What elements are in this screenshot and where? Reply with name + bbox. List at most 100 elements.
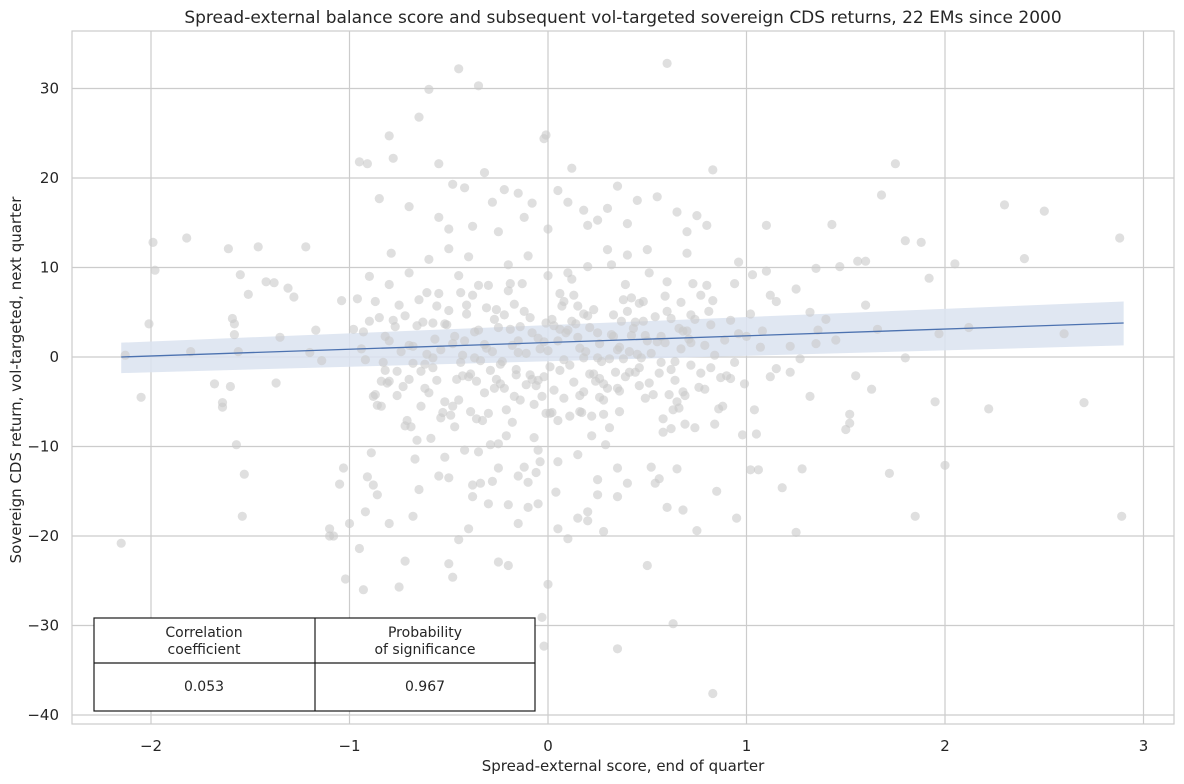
x-tick-label: 3 <box>1139 737 1149 755</box>
scatter-point <box>539 372 549 382</box>
scatter-point <box>718 401 728 411</box>
scatter-point <box>360 355 370 365</box>
scatter-point <box>535 344 545 354</box>
scatter-point <box>186 347 196 357</box>
scatter-point <box>271 378 281 388</box>
scatter-point <box>549 385 559 395</box>
scatter-point <box>1079 398 1089 408</box>
scatter-point <box>404 202 414 212</box>
scatter-point <box>493 227 503 237</box>
scatter-point <box>436 345 446 355</box>
scatter-point <box>658 427 668 437</box>
scatter-point <box>503 500 513 510</box>
scatter-point <box>573 450 583 460</box>
scatter-point <box>640 330 650 341</box>
scatter-point <box>827 219 837 230</box>
scatter-point <box>678 326 688 336</box>
scatter-point <box>642 245 652 255</box>
scatter-point <box>551 487 561 497</box>
scatter-point <box>541 130 551 140</box>
scatter-point <box>384 279 394 290</box>
scatter-point <box>543 346 553 356</box>
scatter-point <box>261 277 271 287</box>
scatter-point <box>579 205 589 215</box>
scatter-point <box>539 641 549 651</box>
scatter-point <box>283 283 293 293</box>
scatter-point <box>795 354 805 364</box>
scatter-point <box>861 256 871 266</box>
scatter-point <box>821 314 831 324</box>
scatter-point <box>362 159 372 169</box>
scatter-point <box>503 560 513 571</box>
scatter-point <box>593 475 603 485</box>
scatter-point <box>529 399 539 409</box>
scatter-point <box>910 511 920 521</box>
scatter-point <box>392 366 402 376</box>
scatter-point <box>487 197 497 207</box>
scatter-point <box>148 237 158 247</box>
scatter-point <box>811 263 821 273</box>
scatter-point <box>672 464 682 474</box>
y-tick-label: −10 <box>27 438 59 456</box>
scatter-point <box>662 306 672 316</box>
scatter-point <box>513 471 523 481</box>
scatter-point <box>835 262 845 272</box>
scatter-point <box>305 347 315 358</box>
scatter-point <box>672 207 682 217</box>
chart-title: Spread-external balance score and subseq… <box>184 8 1061 28</box>
scatter-point <box>710 350 720 360</box>
scatter-point <box>470 327 480 337</box>
scatter-point <box>424 84 434 94</box>
scatter-point <box>599 395 609 405</box>
scatter-point <box>440 397 450 407</box>
scatter-point <box>676 297 686 307</box>
scatter-point <box>337 296 347 306</box>
scatter-point <box>662 58 672 68</box>
scatter-point <box>468 290 478 300</box>
confidence-band <box>121 301 1124 374</box>
scatter-point <box>460 336 470 346</box>
scatter-point <box>513 188 523 198</box>
scatter-point <box>555 324 565 334</box>
scatter-point <box>702 280 712 290</box>
scatter-point <box>368 480 378 490</box>
scatter-point <box>428 363 438 373</box>
scatter-point <box>384 131 394 141</box>
scatter-point <box>434 159 444 169</box>
scatter-point <box>408 511 418 521</box>
scatter-point <box>223 244 233 254</box>
scatter-point <box>386 248 396 258</box>
scatter-point <box>680 390 690 401</box>
scatter-point <box>491 305 501 315</box>
scatter-point <box>468 480 478 490</box>
stats-table-value-correlation: 0.053 <box>184 679 224 695</box>
stats-table-value-probability: 0.967 <box>405 679 445 695</box>
scatter-point <box>507 417 517 427</box>
scatter-point <box>692 526 702 536</box>
scatter-point <box>599 379 609 389</box>
scatter-point <box>499 383 509 393</box>
scatter-point <box>527 198 537 208</box>
scatter-point <box>420 359 430 369</box>
scatter-point <box>616 316 627 326</box>
x-tick-labels: −2 −1 0 1 2 3 <box>140 737 1148 755</box>
scatter-point <box>1039 206 1049 216</box>
scatter-point <box>505 279 515 289</box>
scatter-point <box>394 582 404 592</box>
scatter-point <box>761 266 772 276</box>
scatter-point <box>620 372 631 382</box>
scatter-point <box>404 374 414 384</box>
scatter-point <box>589 305 599 315</box>
scatter-point <box>624 347 635 357</box>
scatter-point <box>791 284 801 294</box>
scatter-point <box>749 405 760 415</box>
scatter-point <box>656 357 666 367</box>
y-tick-label: 10 <box>40 259 59 277</box>
scatter-point <box>410 454 420 464</box>
scatter-point <box>416 366 426 376</box>
scatter-point <box>563 268 573 278</box>
points-layer <box>116 58 1127 699</box>
scatter-point <box>734 257 744 267</box>
scatter-point <box>239 469 249 479</box>
stats-table: Correlation coefficient Probability of sig… <box>93 617 536 712</box>
